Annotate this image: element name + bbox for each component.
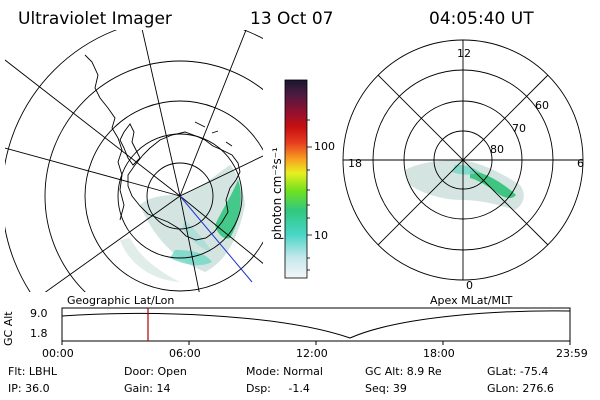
app-title: Ultraviolet Imager [18,9,172,29]
island-chain [194,121,233,147]
info-ip: IP: 36.0 [8,382,50,395]
xtick-1800: 18:00 [423,347,455,360]
info-glat: GLat: -75.4 [487,365,549,378]
coastline [127,131,241,241]
auroral-emission-left [120,165,245,282]
info-filter: Flt: LBHL [8,365,57,378]
info-seq: Seq: 39 [365,382,407,395]
altitude-plot [61,307,571,345]
lat-label-70: 70 [512,122,526,135]
info-mode: Mode: Normal [246,365,323,378]
south-america [84,54,125,221]
auroral-emission-right [405,160,524,210]
xtick-0000: 00:00 [42,347,74,360]
info-door: Door: Open [124,365,187,378]
altitude-ylabel: GC Alt [2,311,15,346]
mlt-label-0: 0 [466,279,473,292]
left-map-label: Geographic Lat/Lon [67,294,175,307]
geographic-map [5,30,263,292]
right-map-label: Apex MLat/MLT [430,294,513,307]
colorbar-tick-100: 100 [314,140,335,153]
latitude-grid [5,30,263,292]
satellite-track [179,195,253,283]
xtick-0600: 06:00 [169,347,201,360]
mlt-label-18: 18 [348,157,362,170]
time-label: 04:05:40 UT [429,9,534,29]
altitude-ytick-9: 9.0 [30,307,48,320]
xtick-2359: 23:59 [556,347,588,360]
apex-map [342,39,584,281]
info-gain: Gain: 14 [124,382,171,395]
mlt-label-12: 12 [457,47,471,60]
info-gc-alt: GC Alt: 8.9 Re [365,365,442,378]
colorbar [284,79,308,279]
colorbar-tick-10: 10 [314,229,328,242]
meridian-grid [5,30,263,292]
info-glon: GLon: 276.6 [487,382,554,395]
peninsula [119,123,141,166]
xtick-1200: 12:00 [296,347,328,360]
colorbar-unit-label: photon cm⁻²s⁻¹ [270,147,284,240]
mlt-label-6: 6 [577,157,584,170]
altitude-ytick-1-8: 1.8 [30,327,48,340]
info-dsp: Dsp: -1.4 [246,382,310,395]
lat-label-80: 80 [490,143,504,156]
date-label: 13 Oct 07 [250,9,334,29]
lat-label-60: 60 [535,99,549,112]
altitude-curve [61,310,571,339]
colorbar-ticks [307,119,312,271]
